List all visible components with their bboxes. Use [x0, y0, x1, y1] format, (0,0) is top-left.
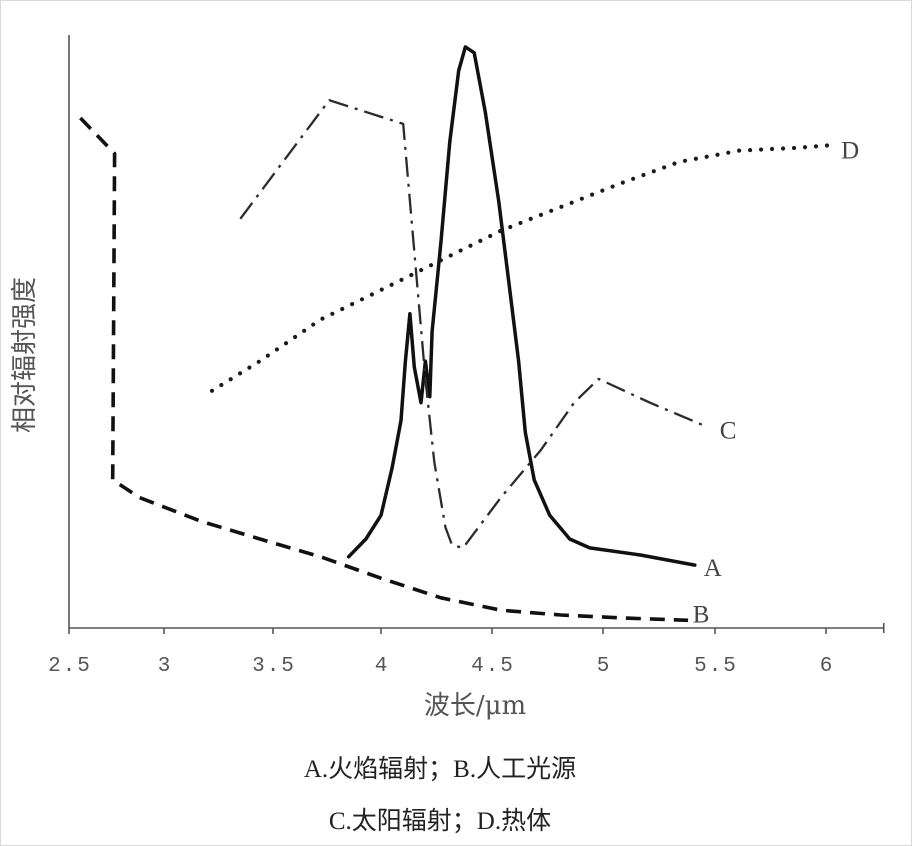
series-label-b: B [693, 601, 710, 628]
series-label-d: D [841, 138, 859, 165]
x-tick-label: 5.5 [694, 655, 738, 678]
x-tick-label: 3.5 [252, 655, 296, 678]
x-tick-label: 3 [158, 655, 173, 678]
series-line-d [209, 142, 840, 393]
x-tick-label: 4.5 [471, 655, 515, 678]
caption-line-1: A.火焰辐射；B.人工光源 [304, 755, 576, 783]
series-group [79, 45, 840, 623]
x-tick-label: 6 [820, 655, 835, 678]
series-line-c [239, 99, 707, 550]
plot-area: 2.5 3 3.5 4 4.5 5 5.5 6 AB C D [48, 35, 885, 678]
series-line-b [79, 116, 689, 623]
x-tick-label: 4 [375, 655, 390, 678]
x-ticks: 2.5 3 3.5 4 4.5 5 5.5 6 [48, 628, 835, 678]
x-axis-title: 波长/μm [424, 691, 526, 721]
x-tick-label: 5 [597, 655, 612, 678]
y-axis-title: 相对辐射强度 [10, 277, 40, 433]
caption-line-2: C.太阳辐射；D.热体 [329, 807, 551, 835]
series-label-c: C [720, 417, 737, 444]
series-labels: AB C D [693, 138, 859, 629]
series-label-a: A [704, 555, 722, 582]
series-line-a [346, 45, 697, 567]
x-tick-label: 2.5 [48, 655, 92, 678]
